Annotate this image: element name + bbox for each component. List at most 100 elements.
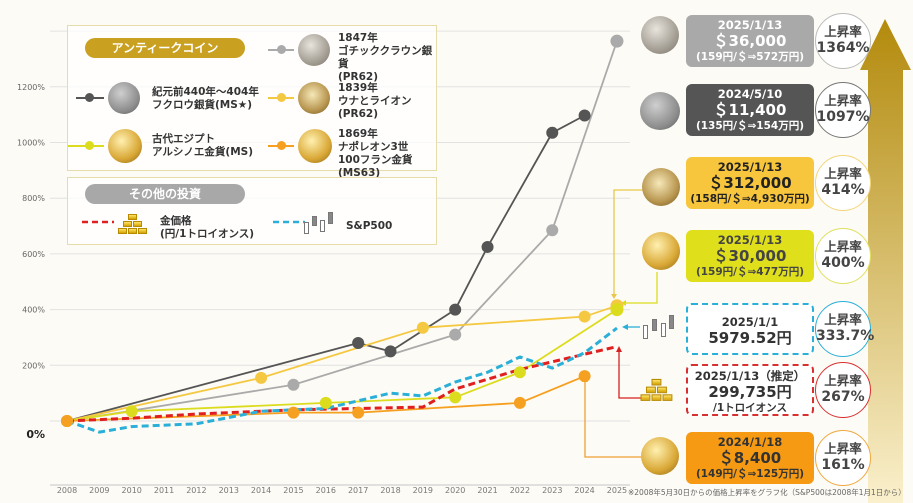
rate-value: 1364% [816, 40, 870, 56]
card-date: 2024/5/10 [717, 87, 783, 101]
price-card-arsinoe: 2025/1/13 ＄30,000 (159円/＄⇒477万円) [686, 230, 814, 282]
napoleon-coin-icon [298, 129, 332, 163]
legend-label-sp500: S&P500 [346, 220, 393, 232]
rate-circle-arsinoe: 上昇率 400% [815, 228, 871, 284]
legend-label-gold: 金価格 (円/1トロイオンス) [160, 215, 255, 240]
rate-label: 上昇率 [824, 373, 862, 388]
data-point [513, 366, 526, 379]
rate-value: 1097% [816, 109, 870, 125]
data-point [125, 405, 138, 418]
gold-bars-icon [640, 378, 674, 403]
data-point [449, 328, 462, 341]
data-point [449, 303, 462, 316]
data-point [481, 240, 494, 253]
legend-antique-coins: アンティークコイン 1847年 ゴチッククラウン銀貨 (PR62) 紀元前440年〜… [67, 25, 437, 179]
connector-arsinoe [626, 272, 658, 304]
rate-value: 414% [821, 182, 865, 198]
legend-label-gothic: 1847年 ゴチッククラウン銀貨 (PR62) [338, 32, 433, 83]
data-point [578, 109, 591, 122]
card-note: (149円/＄⇒125万円) [695, 468, 805, 480]
price-card-sp500: 2025/1/1 5979.52円 [686, 303, 814, 355]
data-point [546, 126, 559, 139]
x-tick-label: 2021 [477, 486, 497, 495]
legend-label-owl: 紀元前440年〜404年 フクロウ銀貨(MS★) [152, 86, 259, 111]
data-point [255, 371, 268, 384]
data-point [287, 406, 300, 419]
x-tick-label: 2024 [574, 486, 594, 495]
data-point [578, 310, 591, 323]
x-tick-label: 2015 [283, 486, 303, 495]
x-tick-label: 2017 [348, 486, 368, 495]
legend-other-header: その他の投資 [85, 184, 245, 204]
data-point [319, 396, 332, 409]
rate-value: 161% [821, 457, 865, 473]
card-price: ＄8,400 [718, 449, 782, 467]
card-date: 2025/1/1 [721, 315, 779, 329]
y-tick-label: 600% [22, 250, 45, 259]
gothic-crown-coin-icon [641, 16, 679, 54]
rate-label: 上昇率 [824, 312, 862, 327]
owl-coin-icon [640, 92, 680, 130]
y-tick-label: 400% [22, 306, 45, 315]
una-lion-coin-icon [642, 168, 680, 206]
arrowhead [616, 346, 622, 352]
gothic-crown-coin-icon [298, 34, 330, 66]
card-note: (158円/＄⇒4,930万円) [690, 193, 810, 205]
data-point [352, 406, 365, 419]
card-date: 2025/1/13（推定） [694, 369, 806, 383]
card-date: 2025/1/13 [717, 18, 783, 32]
price-card-gold: 2025/1/13（推定） 299,735円/1トロイオンス [686, 364, 814, 416]
gold-bars-icon [118, 214, 148, 236]
growth-arrow-icon [860, 19, 911, 503]
candlestick-icon [304, 210, 334, 238]
connector-napoleon [584, 382, 655, 458]
arsinoe-coin-icon [108, 129, 142, 163]
legend-other-investments: その他の投資 金価格 (円/1トロイオンス) S&P500 [67, 177, 437, 245]
x-tick-label: 2008 [57, 486, 77, 495]
rate-circle-napoleon: 上昇率 161% [815, 430, 871, 486]
y-tick-label: 0% [26, 428, 45, 441]
legend-marker-una [277, 93, 286, 102]
data-point [546, 224, 559, 237]
rate-value: 400% [821, 255, 865, 271]
rate-circle-gold: 上昇率 267% [815, 362, 871, 418]
arrowhead [611, 294, 617, 299]
legend-antique-header: アンティークコイン [85, 38, 245, 58]
x-tick-label: 2025 [607, 486, 627, 495]
legend-marker-napoleon [277, 141, 286, 150]
footnote: ※2008年5月30日からの価格上昇率をグラフ化（S&P500は2008年1月1… [628, 488, 906, 497]
series-line-3 [66, 308, 618, 422]
rate-value: 333.7% [816, 328, 875, 344]
arrowhead [622, 324, 628, 330]
rate-circle-gothic: 上昇率 1364% [815, 13, 871, 69]
series-line-6 [66, 326, 618, 434]
x-tick-label: 2018 [380, 486, 400, 495]
legend-label-arsinoe: 古代エジプト アルシノエ金貨(MS) [152, 133, 254, 158]
data-point [287, 378, 300, 391]
card-price: 299,735円 [708, 383, 792, 401]
y-tick-label: 200% [22, 361, 45, 370]
legend-label-napoleon: 1869年 ナポレオン3世 100フラン金貨(MS63) [338, 128, 413, 179]
legend-label-una: 1839年 ウナとライオン (PR62) [338, 82, 412, 120]
card-price: ＄36,000 [713, 32, 787, 50]
card-note: (159円/＄⇒572万円) [695, 51, 805, 63]
owl-coin-icon [108, 82, 140, 114]
card-note: (135円/＄⇒154万円) [695, 120, 805, 132]
legend-marker-gothic [277, 45, 286, 54]
rate-circle-sp500: 上昇率 333.7% [815, 301, 875, 357]
price-card-napoleon: 2024/1/18 ＄8,400 (149円/＄⇒125万円) [686, 432, 814, 484]
data-point [61, 415, 73, 427]
card-date: 2025/1/13 [717, 233, 783, 247]
data-point [416, 321, 429, 334]
x-tick-label: 2023 [542, 486, 562, 495]
card-note: (159円/＄⇒477万円) [695, 266, 805, 278]
rate-circle-una: 上昇率 414% [815, 155, 871, 211]
x-tick-label: 2022 [510, 486, 530, 495]
price-card-una: 2025/1/13 ＄312,000 (158円/＄⇒4,930万円) [686, 157, 814, 209]
price-card-owl: 2024/5/10 ＄11,400 (135円/＄⇒154万円) [686, 84, 814, 136]
data-point [513, 396, 526, 409]
y-tick-label: 800% [22, 194, 45, 203]
legend-line-gold [82, 220, 114, 224]
x-tick-label: 2013 [219, 486, 239, 495]
card-date: 2024/1/18 [717, 435, 783, 449]
